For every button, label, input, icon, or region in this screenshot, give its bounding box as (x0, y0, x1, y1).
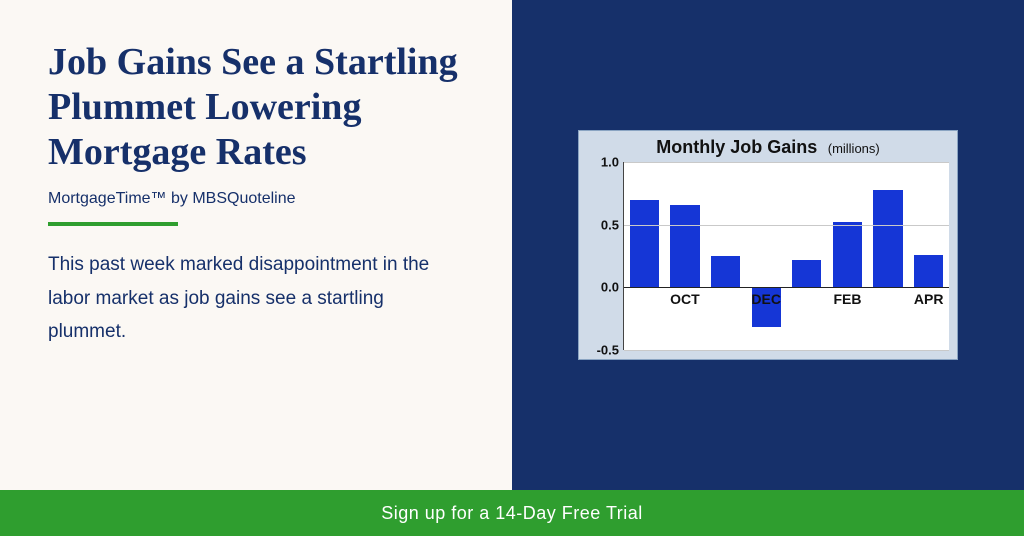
bar (914, 255, 943, 288)
plot-area: OCT DEC FEB APR (623, 162, 949, 350)
bar (833, 222, 862, 287)
x-tick-label: OCT (670, 291, 700, 307)
gridline (624, 225, 949, 226)
subtitle: MortgageTime™ by MBSQuoteline (48, 190, 464, 208)
y-tick-label: 1.0 (601, 155, 619, 170)
x-tick-label: DEC (751, 291, 781, 307)
bar (670, 205, 699, 288)
bar (711, 256, 740, 287)
bar (792, 260, 821, 288)
cta-bar[interactable]: Sign up for a 14-Day Free Trial (0, 490, 1024, 536)
gridline (624, 162, 949, 163)
divider (48, 222, 178, 226)
body-text: This past week marked disappointment in … (48, 248, 464, 348)
x-tick-label: APR (914, 291, 944, 307)
promo-card: Job Gains See a Startling Plummet Loweri… (0, 0, 1024, 536)
chart-title-unit: (millions) (828, 141, 880, 156)
main-row: Job Gains See a Startling Plummet Loweri… (0, 0, 1024, 490)
y-tick-label: 0.0 (601, 280, 619, 295)
job-gains-chart: Monthly Job Gains (millions) -0.5 0.0 0.5 1… (578, 130, 958, 360)
bar (873, 190, 902, 288)
left-panel: Job Gains See a Startling Plummet Loweri… (0, 0, 512, 490)
right-panel: Monthly Job Gains (millions) -0.5 0.0 0.5 1… (512, 0, 1024, 490)
zero-line (624, 287, 949, 288)
cta-text: Sign up for a 14-Day Free Trial (381, 503, 643, 524)
y-axis: -0.50.00.51.0 (587, 162, 623, 350)
gridline (624, 350, 949, 351)
y-tick-label: 0.5 (601, 217, 619, 232)
x-tick-label: FEB (833, 291, 861, 307)
chart-title: Monthly Job Gains (millions) (587, 137, 949, 158)
plot-wrap: -0.50.00.51.0 OCTDECFEBAPR (587, 162, 949, 350)
chart-title-main: Monthly Job Gains (656, 137, 817, 157)
bars-layer (624, 162, 949, 350)
bar (630, 200, 659, 288)
headline: Job Gains See a Startling Plummet Loweri… (48, 40, 464, 174)
y-tick-label: -0.5 (597, 343, 619, 358)
